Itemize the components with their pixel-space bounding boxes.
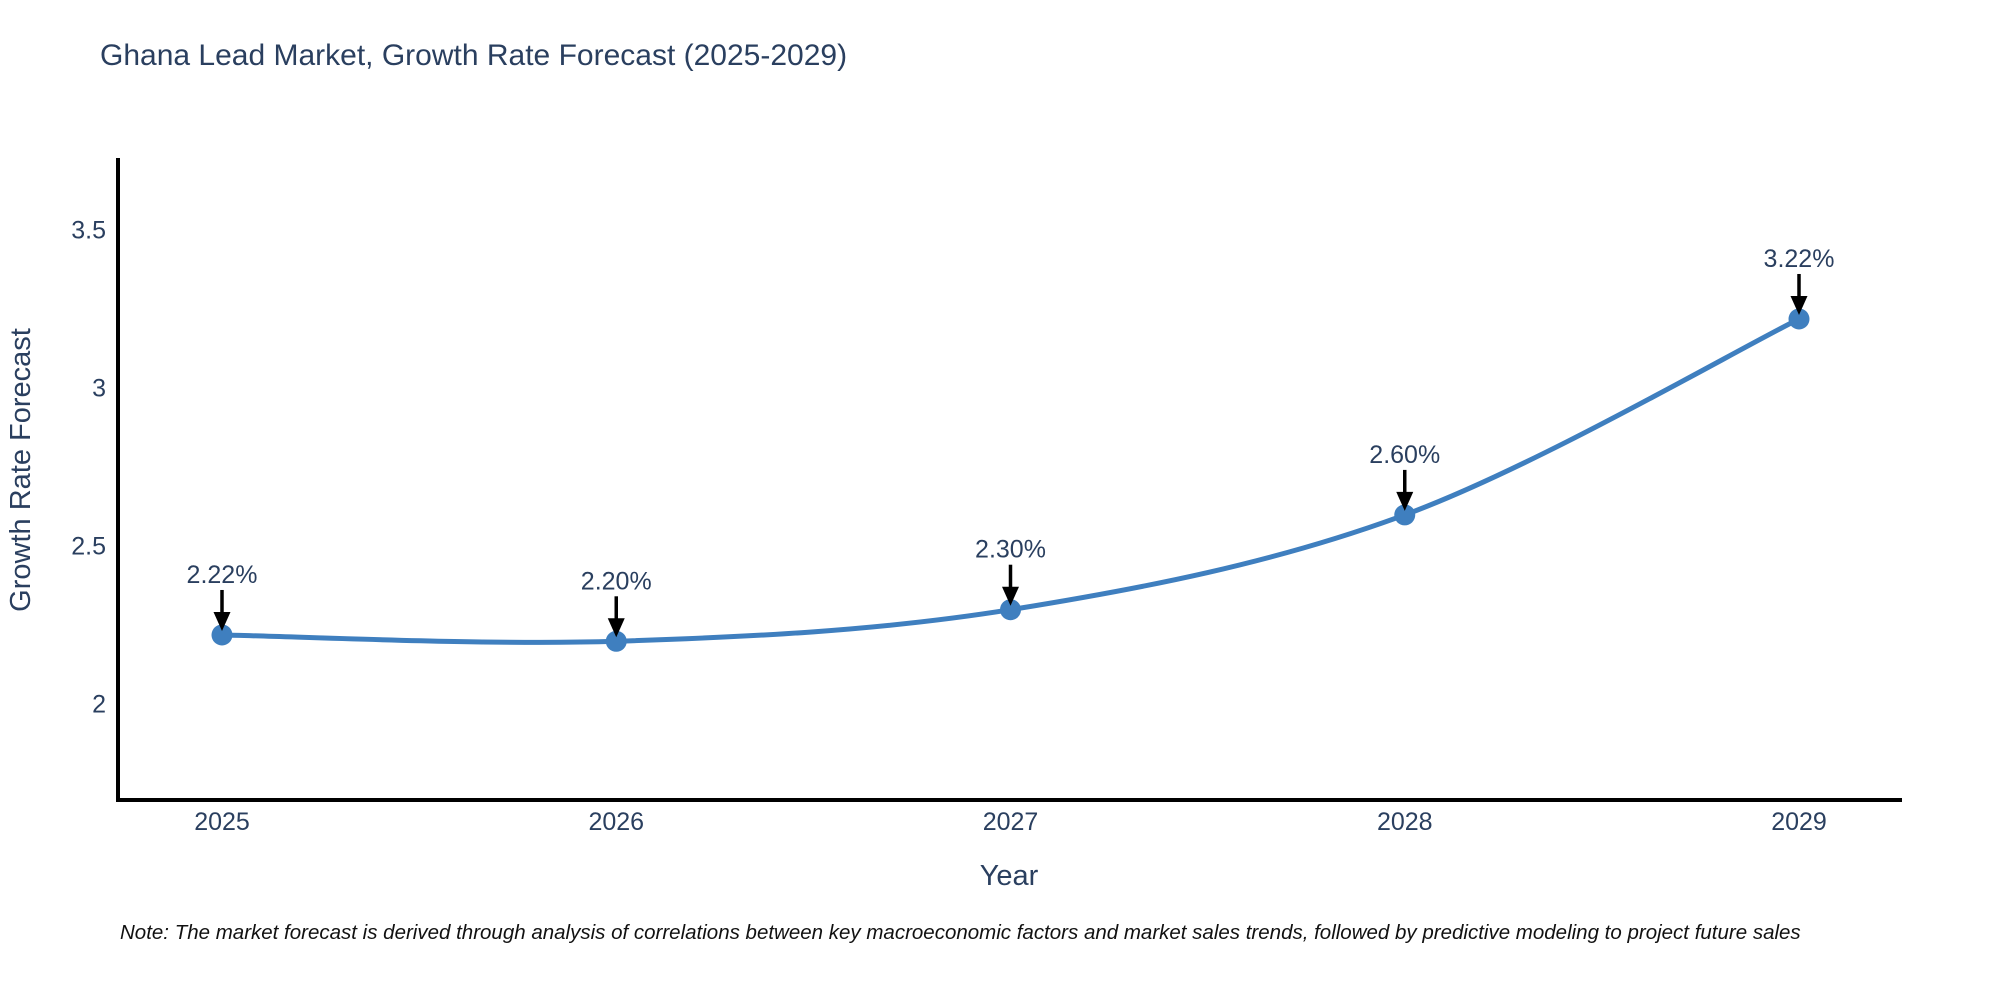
y-tick-label: 3 (92, 375, 106, 403)
x-tick-label: 2029 (1771, 808, 1827, 836)
annotation-label: 3.22% (1764, 245, 1835, 273)
x-axis-ticks: 2025 2026 2027 2028 2029 (194, 808, 1827, 836)
data-point-marker[interactable] (1788, 308, 1810, 330)
annotation-arrowhead-icon (213, 611, 231, 631)
x-axis-title: Year (980, 860, 1039, 892)
annotation-label: 2.30% (975, 536, 1046, 564)
y-tick-label: 2.5 (71, 533, 106, 561)
x-tick-label: 2026 (588, 808, 644, 836)
y-tick-label: 2 (92, 691, 106, 719)
annotation-arrowhead-icon (1002, 586, 1019, 606)
annotation-arrowhead-icon (1396, 491, 1414, 511)
annotation-arrowhead-icon (1790, 295, 1808, 315)
y-tick-label: 3.5 (71, 217, 106, 245)
annotation-label: 2.20% (581, 567, 652, 595)
data-point-markers[interactable] (211, 308, 1810, 652)
y-axis-title: Growth Rate Forecast (5, 328, 37, 612)
data-point-marker[interactable] (1000, 599, 1021, 621)
x-tick-label: 2025 (194, 808, 250, 836)
data-point-marker[interactable] (1394, 504, 1416, 526)
annotations: 2.22% 2.20% 2.30% 2.60% 3.22% (187, 245, 1835, 638)
data-point-marker[interactable] (605, 630, 627, 652)
x-tick-label: 2027 (983, 808, 1039, 836)
chart-title: Ghana Lead Market, Growth Rate Forecast … (100, 39, 847, 72)
y-axis-ticks: 2 2.5 3 3.5 (71, 217, 106, 719)
footnote: Note: The market forecast is derived thr… (120, 921, 1801, 944)
x-tick-label: 2028 (1377, 808, 1433, 836)
annotation-arrowhead-icon (607, 618, 625, 638)
data-point-marker[interactable] (211, 624, 233, 646)
annotation-label: 2.22% (187, 561, 258, 589)
annotation-label: 2.60% (1369, 441, 1440, 469)
axis-lines (116, 158, 1902, 802)
